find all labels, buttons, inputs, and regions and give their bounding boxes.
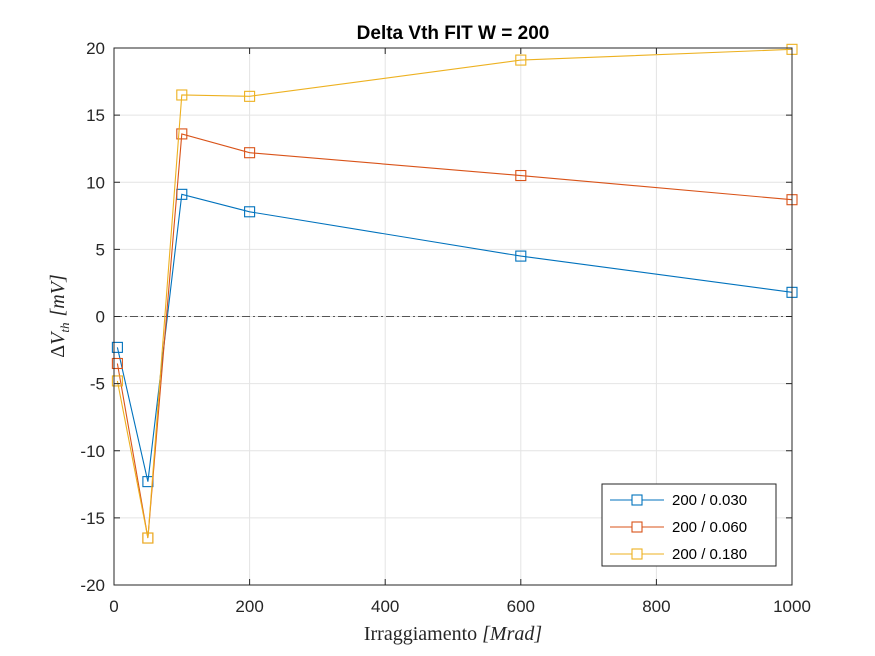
series-2-point — [515, 169, 527, 182]
series-1-point — [515, 250, 527, 262]
x-axis-label-text: Irraggiamento — [364, 623, 482, 645]
legend-marker-2 — [631, 521, 643, 533]
x-axis-label: Irraggiamento [Mrad] — [364, 623, 542, 645]
x-tick-label: 400 — [371, 597, 399, 616]
legend-label-1: 200 / 0.030 — [672, 492, 747, 509]
y-tick-label: 5 — [96, 240, 105, 259]
series-1-point — [111, 341, 123, 353]
x-tick-label: 200 — [235, 597, 263, 616]
y-axis-label-delta: Δ — [47, 345, 69, 358]
legend-marker-3 — [631, 548, 643, 560]
series-1-point — [244, 206, 256, 218]
chart-title: Delta Vth FIT W = 200 — [357, 23, 550, 44]
y-axis-label-sub: th — [57, 323, 72, 333]
series-line-2 — [116, 133, 793, 539]
legend-label-3: 200 / 0.180 — [672, 546, 747, 563]
y-axis-label-unit: [mV] — [47, 274, 69, 316]
series-2-point — [244, 147, 256, 159]
y-tick-label: 0 — [96, 308, 105, 327]
legend-box — [601, 483, 777, 567]
y-axis-label: ΔVth [mV] — [47, 274, 72, 357]
series-2-point — [176, 128, 188, 140]
y-tick-label: 20 — [86, 39, 105, 58]
series-group — [111, 43, 798, 544]
series-2-point — [111, 357, 123, 370]
series-3-point — [244, 90, 256, 102]
x-tick-label: 1000 — [773, 597, 811, 616]
legend-label-2: 200 / 0.060 — [672, 519, 747, 536]
series-3-point — [176, 89, 188, 101]
x-axis-label-unit: [Mrad] — [482, 623, 542, 645]
y-tick-label: -15 — [80, 509, 105, 528]
x-tick-label: 600 — [507, 597, 535, 616]
legend: 200 / 0.030 200 / 0.060 200 / 0.180 — [601, 483, 777, 567]
x-tick-label: 0 — [109, 597, 118, 616]
y-tick-label: -5 — [90, 375, 105, 394]
legend-marker-1 — [631, 494, 643, 506]
y-tick-label: -10 — [80, 442, 105, 461]
series-line-1 — [116, 193, 793, 482]
series-line-3 — [116, 48, 793, 539]
series-3-point — [515, 54, 527, 66]
y-tick-label: -20 — [80, 576, 105, 595]
y-axis-label-v: V — [47, 330, 69, 345]
y-tick-label: 15 — [86, 106, 105, 125]
y-tick-label: 10 — [86, 173, 105, 192]
series-3-point — [111, 375, 123, 387]
series-3-point — [142, 532, 154, 544]
x-tick-label: 800 — [642, 597, 670, 616]
ticks-group: 0 200 400 600 800 1000 -20 -15 -10 -5 0 5 10 15 20 — [80, 39, 810, 616]
